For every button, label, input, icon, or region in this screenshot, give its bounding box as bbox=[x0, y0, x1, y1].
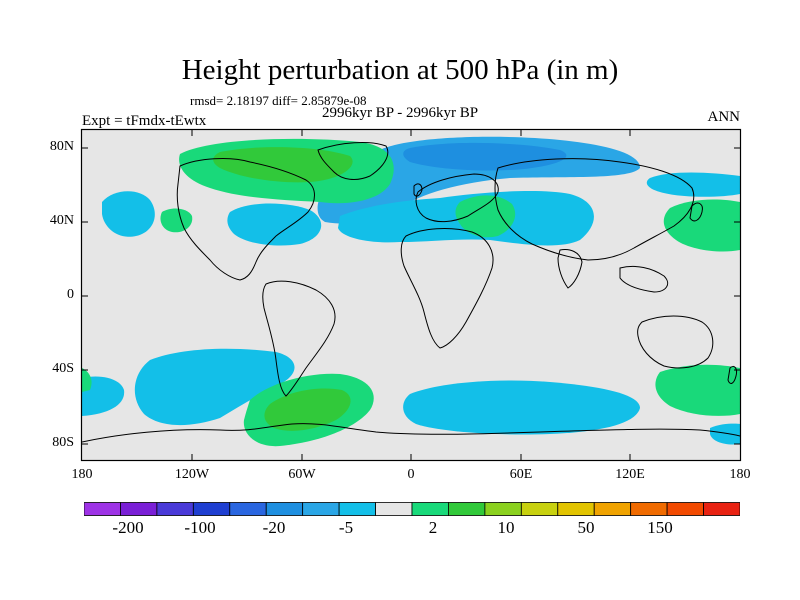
anomaly-pos-central-asia bbox=[455, 195, 516, 238]
lat-tick-40n: 40N bbox=[49, 213, 74, 228]
lat-tick-80n: 80N bbox=[49, 139, 74, 154]
colorbar-box bbox=[557, 502, 595, 516]
lon-tick-120e: 120E bbox=[615, 467, 645, 482]
colorbar-label-2: 2 bbox=[428, 518, 438, 537]
lat-tick-0: 0 bbox=[67, 287, 74, 302]
colorbar-box bbox=[520, 502, 559, 516]
anomaly-pos-south-indian bbox=[655, 364, 740, 416]
coastline-europe bbox=[415, 173, 499, 223]
colorbar-box bbox=[302, 502, 340, 516]
colorbar-box bbox=[84, 502, 121, 516]
coastline-southeast-asia bbox=[619, 265, 669, 293]
colorbar-box bbox=[229, 502, 267, 516]
colorbar-label-50: 50 bbox=[577, 518, 595, 537]
anomaly-pos-south-pacific-west bbox=[82, 368, 92, 392]
colorbar-box bbox=[448, 502, 486, 516]
season-label: ANN bbox=[707, 109, 741, 125]
lon-tick-180e: 180 bbox=[729, 467, 751, 482]
coastline-asia bbox=[494, 158, 695, 261]
colorbar-box bbox=[484, 502, 522, 516]
coastline-new-zealand bbox=[727, 365, 737, 384]
map-border bbox=[80, 128, 742, 462]
lon-tick-120w: 120W bbox=[174, 467, 210, 482]
colorbar-label-10: 10 bbox=[497, 518, 515, 537]
colorbar-label-neg5: -5 bbox=[338, 518, 354, 537]
coastline-uk bbox=[413, 183, 423, 197]
lat-tick-40s: 40S bbox=[52, 361, 74, 376]
anomaly-neg-south-pacific bbox=[134, 348, 295, 426]
coastline-antarctica bbox=[82, 423, 740, 443]
colorbar-box bbox=[630, 502, 668, 516]
anomaly-neg-southern-ocean-west bbox=[82, 376, 125, 416]
time-period: 2996kyr BP - 2996kyr BP bbox=[321, 105, 479, 121]
colorbar-box bbox=[593, 502, 632, 516]
coastline-africa bbox=[400, 228, 494, 349]
colorbar-box bbox=[156, 502, 194, 516]
coastline-india bbox=[557, 249, 583, 289]
colorbar-box bbox=[411, 502, 449, 516]
map-tick-marks bbox=[82, 130, 740, 460]
colorbar-label-neg200: -200 bbox=[112, 518, 144, 537]
coastline-greenland bbox=[317, 142, 389, 180]
anomaly-pos-npacific bbox=[663, 199, 740, 252]
lon-tick-60w: 60W bbox=[288, 467, 316, 482]
rmsd-stats: rmsd= 2.18197 diff= 2.85879e-08 bbox=[190, 93, 367, 108]
experiment-label: Expt = tFmdx-tEwtx bbox=[82, 113, 207, 129]
colorbar-box bbox=[703, 502, 740, 516]
colorbar-box bbox=[265, 502, 304, 516]
anomaly-neg-namerica bbox=[227, 203, 322, 246]
anomaly-neg-npacific bbox=[102, 191, 155, 237]
lat-tick-80s: 80S bbox=[52, 435, 74, 450]
coastlines bbox=[82, 142, 740, 443]
anomaly-neg-south-atlantic bbox=[403, 380, 640, 435]
plot-title: Height perturbation at 500 hPa (in m) bbox=[181, 54, 619, 86]
map-panel bbox=[80, 128, 742, 462]
colorbar-label-neg100: -100 bbox=[184, 518, 216, 537]
colorbar-box bbox=[666, 502, 704, 516]
anomaly-neg-pacific-east bbox=[646, 172, 740, 197]
colorbar-label-neg20: -20 bbox=[262, 518, 286, 537]
anomaly-pos-south-america-core bbox=[264, 388, 351, 431]
coastline-north-america bbox=[176, 158, 315, 281]
coastline-australia bbox=[637, 315, 714, 369]
colorbar-box bbox=[120, 502, 158, 516]
coastline-japan bbox=[689, 202, 703, 222]
colorbar-box bbox=[375, 502, 413, 516]
anomaly-neg-antarctic-edge bbox=[710, 423, 740, 445]
coastline-south-america bbox=[262, 280, 336, 397]
anomaly-pos-atlantic bbox=[160, 208, 193, 233]
lon-tick-60e: 60E bbox=[509, 467, 533, 482]
colorbar-box bbox=[192, 502, 231, 516]
anomaly-pos-greenland-core bbox=[213, 147, 353, 183]
anomaly-neg-arctic-core bbox=[403, 142, 567, 171]
colorbar bbox=[84, 502, 740, 516]
colorbar-box bbox=[338, 502, 376, 516]
lon-tick-180w: 180 bbox=[71, 467, 93, 482]
lon-tick-0: 0 bbox=[407, 467, 415, 482]
colorbar-label-150: 150 bbox=[647, 518, 673, 537]
